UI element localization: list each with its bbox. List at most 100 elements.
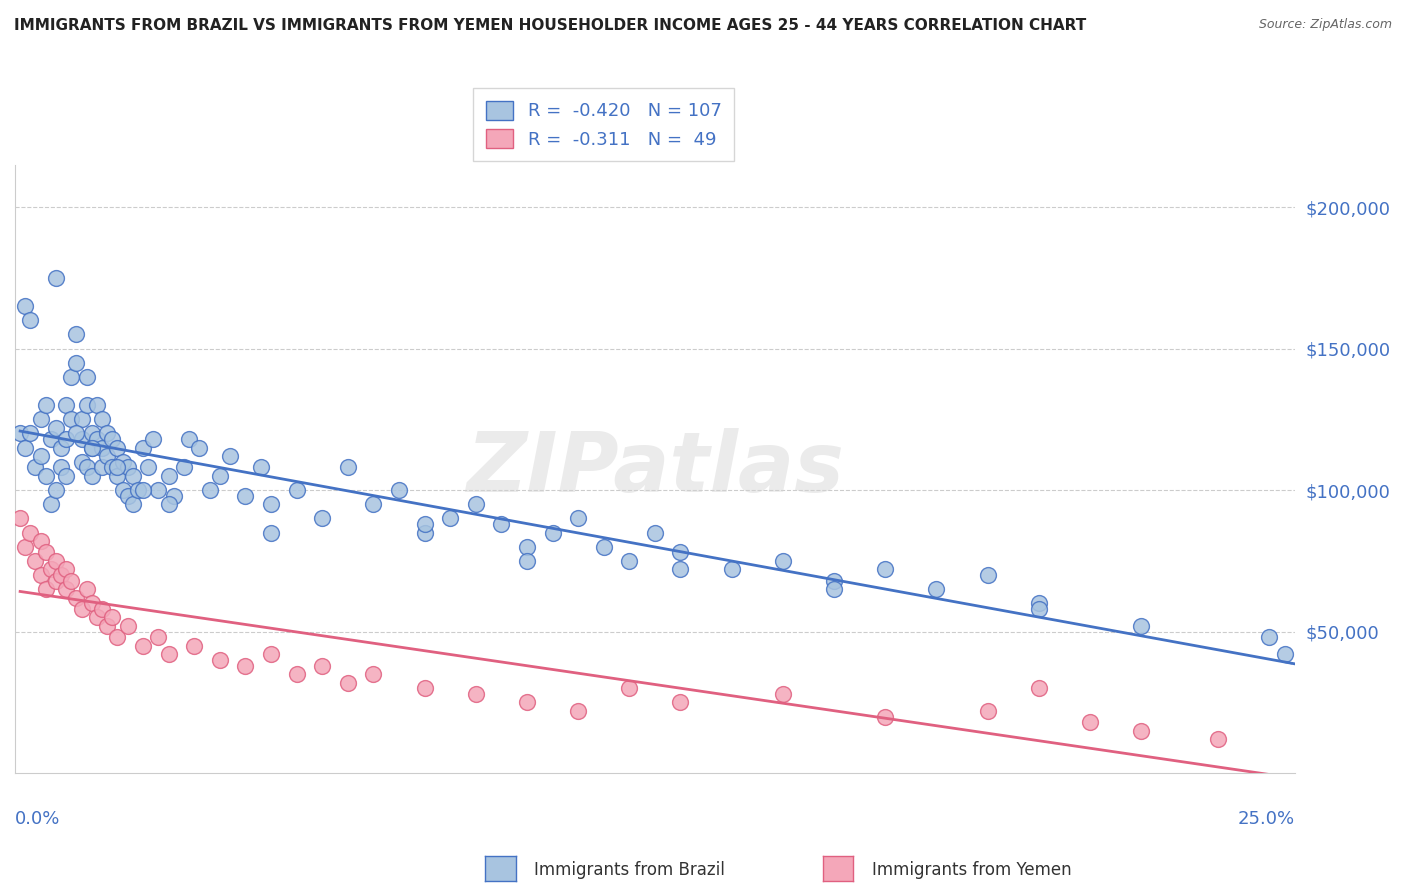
Point bbox=[105, 441, 128, 455]
Point bbox=[1258, 630, 1281, 644]
Point bbox=[91, 602, 114, 616]
Legend: R =  -0.420   N = 107, R =  -0.311   N =  49: R = -0.420 N = 107, R = -0.311 N = 49 bbox=[474, 88, 734, 161]
Point bbox=[86, 432, 108, 446]
Point bbox=[91, 460, 114, 475]
Point bbox=[311, 511, 333, 525]
Point bbox=[875, 562, 897, 576]
Point bbox=[142, 432, 165, 446]
Point bbox=[45, 574, 67, 588]
Point bbox=[65, 327, 87, 342]
Point bbox=[70, 455, 93, 469]
Point bbox=[772, 554, 794, 568]
Text: Source: ZipAtlas.com: Source: ZipAtlas.com bbox=[1258, 18, 1392, 31]
Point bbox=[86, 610, 108, 624]
Point bbox=[336, 675, 359, 690]
Text: Immigrants from Yemen: Immigrants from Yemen bbox=[872, 861, 1071, 879]
Point bbox=[157, 497, 180, 511]
Point bbox=[1028, 681, 1050, 696]
Point bbox=[86, 398, 108, 412]
Point bbox=[925, 582, 948, 597]
Point bbox=[96, 426, 118, 441]
Point bbox=[249, 460, 271, 475]
Point bbox=[45, 421, 67, 435]
Point bbox=[20, 313, 42, 327]
Point bbox=[541, 525, 564, 540]
Point bbox=[132, 441, 155, 455]
Point bbox=[148, 630, 170, 644]
Point bbox=[45, 270, 67, 285]
Point bbox=[105, 460, 128, 475]
Point bbox=[235, 658, 257, 673]
Point bbox=[183, 639, 205, 653]
Point bbox=[80, 596, 103, 610]
Text: ZIPatlas: ZIPatlas bbox=[465, 428, 844, 509]
Point bbox=[121, 469, 143, 483]
Point bbox=[669, 545, 692, 559]
Point bbox=[516, 695, 538, 709]
Point bbox=[60, 370, 83, 384]
Point bbox=[413, 681, 436, 696]
Point bbox=[567, 704, 589, 718]
Point bbox=[49, 460, 72, 475]
Point bbox=[39, 432, 62, 446]
Point bbox=[208, 653, 231, 667]
Point bbox=[20, 426, 42, 441]
Point bbox=[105, 469, 128, 483]
Text: IMMIGRANTS FROM BRAZIL VS IMMIGRANTS FROM YEMEN HOUSEHOLDER INCOME AGES 25 - 44 : IMMIGRANTS FROM BRAZIL VS IMMIGRANTS FRO… bbox=[14, 18, 1087, 33]
Point bbox=[45, 554, 67, 568]
Point bbox=[121, 497, 143, 511]
Point bbox=[619, 554, 641, 568]
Point bbox=[55, 582, 77, 597]
Point bbox=[8, 511, 31, 525]
Point bbox=[101, 432, 124, 446]
Point bbox=[669, 562, 692, 576]
Point bbox=[39, 562, 62, 576]
Point bbox=[49, 441, 72, 455]
Point bbox=[260, 648, 283, 662]
Point bbox=[49, 568, 72, 582]
Point bbox=[311, 658, 333, 673]
Point bbox=[157, 469, 180, 483]
Point bbox=[35, 545, 58, 559]
Point bbox=[336, 460, 359, 475]
Point bbox=[70, 432, 93, 446]
Point bbox=[35, 398, 58, 412]
Point bbox=[30, 449, 52, 463]
Point bbox=[363, 497, 385, 511]
Point bbox=[464, 497, 486, 511]
Point bbox=[24, 554, 46, 568]
Point bbox=[592, 540, 614, 554]
Point bbox=[60, 412, 83, 426]
Point bbox=[413, 525, 436, 540]
Point bbox=[45, 483, 67, 497]
Point bbox=[516, 554, 538, 568]
Point bbox=[132, 483, 155, 497]
Point bbox=[55, 562, 77, 576]
Text: Immigrants from Brazil: Immigrants from Brazil bbox=[534, 861, 725, 879]
Point bbox=[91, 441, 114, 455]
Point bbox=[413, 517, 436, 532]
Point bbox=[875, 709, 897, 723]
Point bbox=[720, 562, 742, 576]
Point bbox=[127, 483, 149, 497]
Point bbox=[516, 540, 538, 554]
Point bbox=[76, 398, 98, 412]
Point bbox=[619, 681, 641, 696]
Point bbox=[567, 511, 589, 525]
Point bbox=[111, 455, 134, 469]
Point bbox=[80, 469, 103, 483]
Point bbox=[208, 469, 231, 483]
Point bbox=[177, 432, 200, 446]
Point bbox=[80, 441, 103, 455]
Point bbox=[136, 460, 159, 475]
Point bbox=[96, 449, 118, 463]
Point bbox=[117, 619, 139, 633]
Point bbox=[70, 412, 93, 426]
Point bbox=[65, 356, 87, 370]
Point bbox=[1130, 619, 1153, 633]
Point bbox=[285, 667, 308, 681]
Point bbox=[1130, 723, 1153, 738]
Point bbox=[55, 469, 77, 483]
Point bbox=[772, 687, 794, 701]
Point bbox=[976, 704, 998, 718]
